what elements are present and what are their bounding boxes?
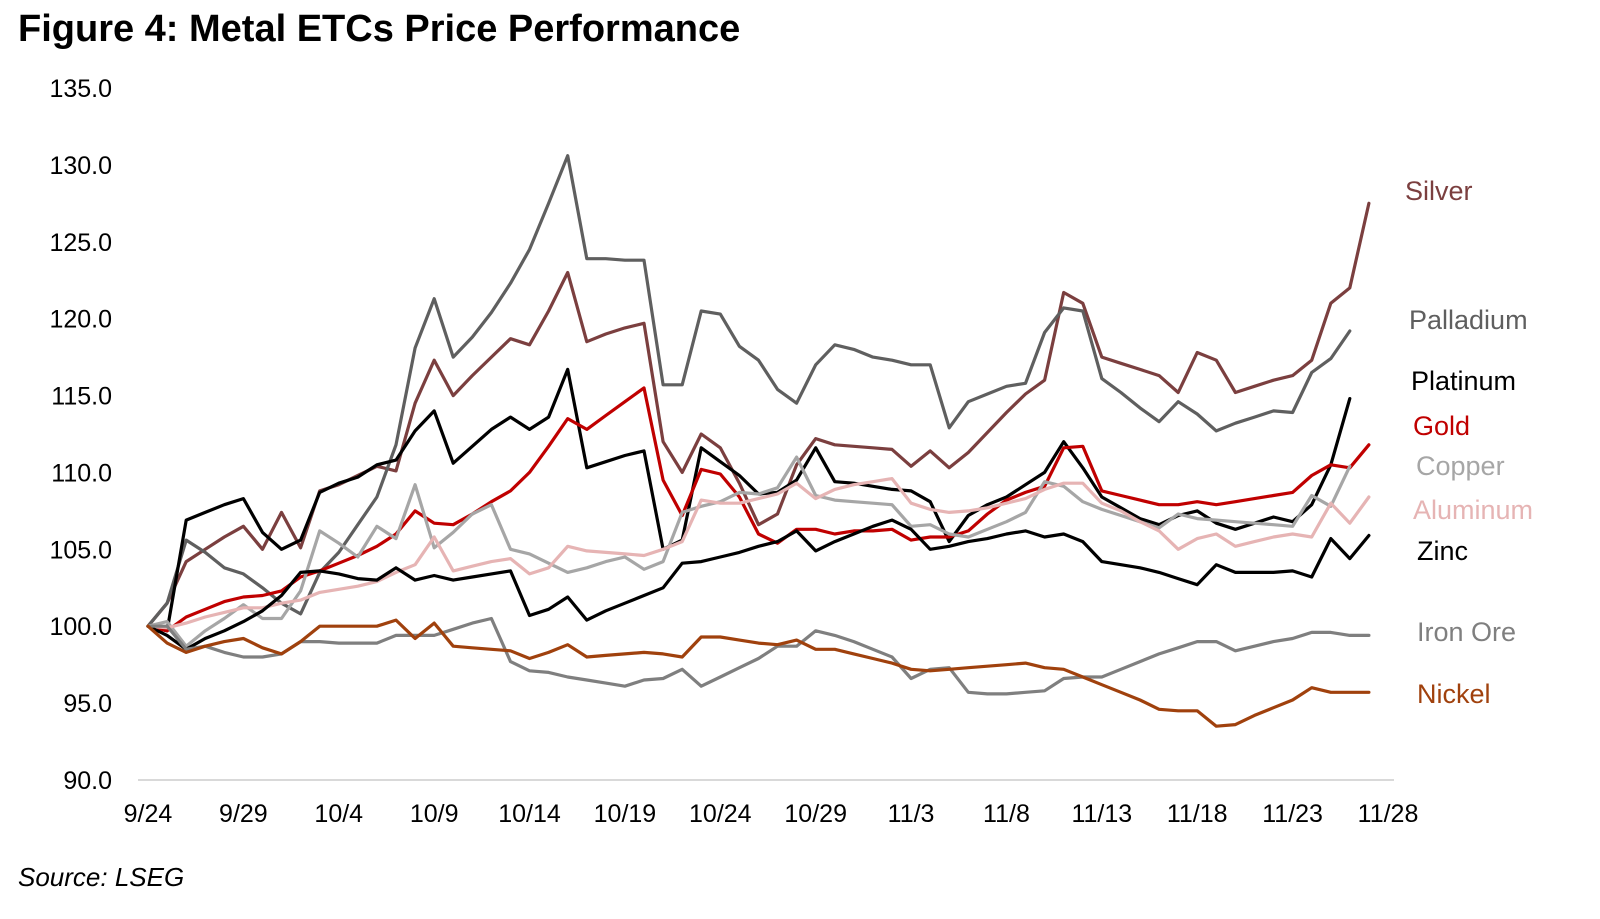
x-tick-label: 10/9 [410,800,459,828]
y-tick-label: 105.0 [49,536,112,564]
series-line-platinum [146,367,1352,633]
legend-label-platinum: Platinum [1411,366,1516,396]
series-line-silver [146,201,1371,628]
y-tick-label: 125.0 [49,229,112,257]
legend-label-iron-ore: Iron Ore [1417,617,1516,647]
x-tick-label: 10/24 [689,800,752,828]
legend-label-zinc: Zinc [1417,536,1468,566]
legend-layer: Silver Palladium Platinum Gold Copper Aluminu… [1405,176,1533,709]
x-tick-label: 11/28 [1358,800,1419,828]
series-line-gold [146,386,1371,633]
series-line-aluminum [146,477,1371,630]
series-line-nickel [146,618,1371,728]
legend-label-silver: Silver [1405,176,1473,206]
x-tick-label: 11/23 [1262,800,1323,828]
y-tick-label: 110.0 [51,459,112,487]
x-tick-label: 11/3 [888,800,935,828]
y-tick-label: 120.0 [49,306,112,334]
x-tick-label: 9/24 [124,800,173,828]
y-tick-label: 90.0 [63,767,112,795]
series-line-palladium [146,154,1352,628]
x-tick-label: 9/29 [219,800,268,828]
chart-title: Figure 4: Metal ETCs Price Performance [18,8,741,50]
series-line-iron-ore [146,616,1371,696]
legend-label-nickel: Nickel [1417,679,1491,709]
series-line-zinc [146,518,1371,651]
y-tick-label: 100.0 [49,613,112,641]
x-tick-label: 11/18 [1167,800,1228,828]
y-tick-label: 95.0 [63,690,112,718]
x-tick-label: 10/4 [314,800,363,828]
source-note: Source: LSEG [18,862,185,892]
y-tick-label: 115.0 [51,383,112,411]
legend-label-palladium: Palladium [1409,305,1528,335]
legend-label-copper: Copper [1416,451,1505,481]
x-tick-label: 11/8 [983,800,1030,828]
y-tick-label: 135.0 [49,75,112,103]
x-tick-label: 11/13 [1071,800,1132,828]
x-tick-label: 10/14 [498,800,561,828]
x-tick-label: 10/19 [594,800,657,828]
y-tick-label: 130.0 [49,152,112,180]
legend-label-gold: Gold [1413,411,1470,441]
axes: 90.0 95.0 100.0 105.0 110.0 115.0 120.0 125.0 13… [49,75,1418,828]
legend-label-aluminum: Aluminum [1413,495,1533,525]
series-layer [146,154,1371,728]
x-tick-label: 10/29 [784,800,847,828]
